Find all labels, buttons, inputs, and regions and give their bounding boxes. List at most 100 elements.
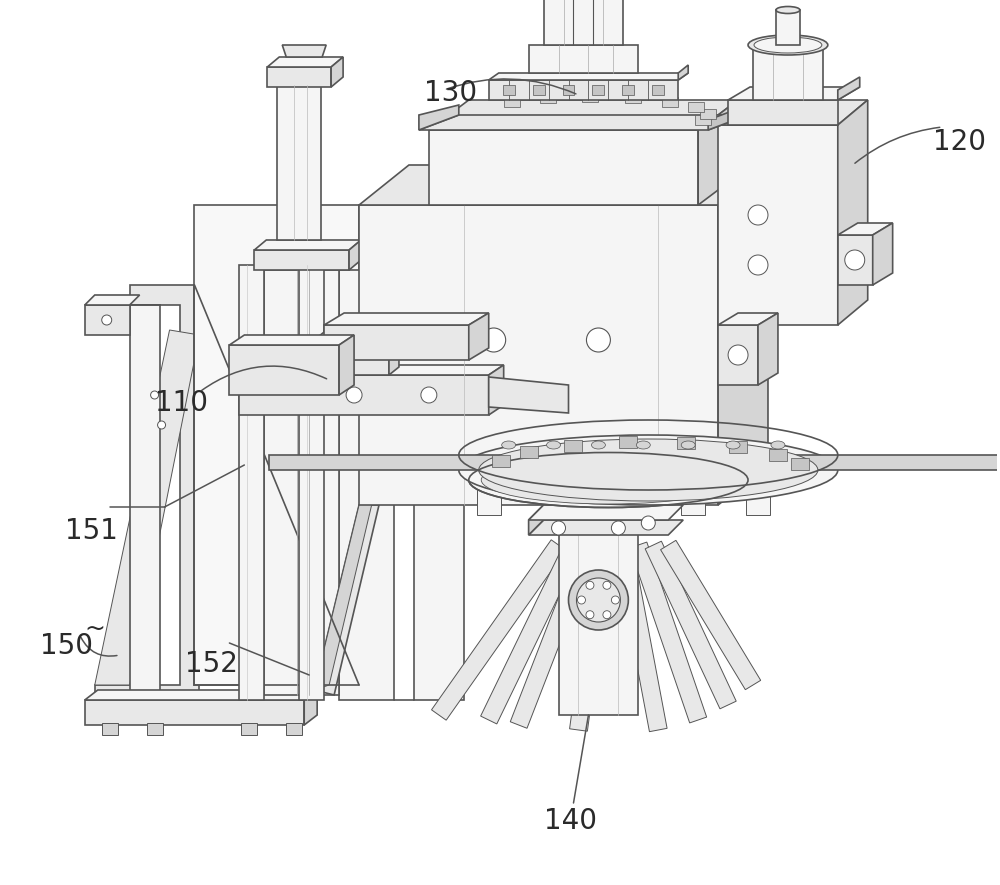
Polygon shape xyxy=(331,57,343,87)
Polygon shape xyxy=(529,505,683,520)
Circle shape xyxy=(569,570,628,630)
Polygon shape xyxy=(267,57,343,67)
Ellipse shape xyxy=(776,6,800,13)
Polygon shape xyxy=(873,223,893,285)
Polygon shape xyxy=(520,446,538,458)
Text: 150: 150 xyxy=(40,632,93,660)
Polygon shape xyxy=(592,85,604,95)
Circle shape xyxy=(586,581,594,589)
Polygon shape xyxy=(324,313,489,325)
Polygon shape xyxy=(314,332,399,340)
Polygon shape xyxy=(277,85,321,240)
Polygon shape xyxy=(254,250,349,270)
Polygon shape xyxy=(239,375,489,415)
Text: 110: 110 xyxy=(155,389,208,417)
Polygon shape xyxy=(729,442,747,453)
Polygon shape xyxy=(194,205,359,685)
Polygon shape xyxy=(718,100,868,125)
Polygon shape xyxy=(838,77,860,100)
Text: ~: ~ xyxy=(85,617,106,641)
Text: 120: 120 xyxy=(933,127,986,156)
Polygon shape xyxy=(615,543,667,732)
Polygon shape xyxy=(267,67,331,87)
Polygon shape xyxy=(791,458,809,471)
Polygon shape xyxy=(769,449,787,461)
Polygon shape xyxy=(728,87,860,100)
Circle shape xyxy=(482,328,506,352)
Polygon shape xyxy=(718,165,768,505)
Circle shape xyxy=(151,391,159,399)
Polygon shape xyxy=(85,295,140,305)
Polygon shape xyxy=(359,205,718,505)
Polygon shape xyxy=(349,240,361,270)
Polygon shape xyxy=(753,45,823,100)
Polygon shape xyxy=(85,700,304,725)
Circle shape xyxy=(603,581,611,589)
Polygon shape xyxy=(95,330,199,685)
Circle shape xyxy=(728,345,748,365)
Polygon shape xyxy=(469,313,489,360)
Polygon shape xyxy=(838,100,868,325)
Polygon shape xyxy=(504,97,520,107)
Circle shape xyxy=(748,255,768,275)
Ellipse shape xyxy=(636,441,650,449)
Polygon shape xyxy=(489,377,569,413)
Polygon shape xyxy=(489,365,504,415)
Polygon shape xyxy=(339,335,354,395)
Ellipse shape xyxy=(469,452,748,507)
Polygon shape xyxy=(359,165,768,205)
Polygon shape xyxy=(678,65,688,80)
Circle shape xyxy=(346,387,362,403)
Polygon shape xyxy=(838,223,893,235)
Ellipse shape xyxy=(479,439,818,501)
Polygon shape xyxy=(718,325,758,385)
Polygon shape xyxy=(489,80,678,100)
Ellipse shape xyxy=(591,441,605,449)
Polygon shape xyxy=(254,240,361,250)
Polygon shape xyxy=(147,723,163,735)
Polygon shape xyxy=(652,85,664,95)
Polygon shape xyxy=(304,690,317,725)
Polygon shape xyxy=(698,100,738,205)
Polygon shape xyxy=(314,495,374,690)
Polygon shape xyxy=(529,520,683,535)
Circle shape xyxy=(603,611,611,619)
Polygon shape xyxy=(314,505,379,695)
Polygon shape xyxy=(492,456,510,467)
Polygon shape xyxy=(130,305,160,705)
Polygon shape xyxy=(429,130,698,205)
Polygon shape xyxy=(559,505,638,715)
Polygon shape xyxy=(282,45,326,57)
Polygon shape xyxy=(758,313,778,385)
Text: 151: 151 xyxy=(65,517,118,545)
Polygon shape xyxy=(269,455,1000,470)
Polygon shape xyxy=(611,470,635,515)
Polygon shape xyxy=(630,543,707,723)
Polygon shape xyxy=(314,340,389,375)
Polygon shape xyxy=(542,470,566,515)
Polygon shape xyxy=(286,723,302,735)
Circle shape xyxy=(641,516,655,530)
Polygon shape xyxy=(688,102,704,112)
Circle shape xyxy=(586,611,594,619)
Ellipse shape xyxy=(748,35,828,55)
Polygon shape xyxy=(622,85,634,95)
Polygon shape xyxy=(299,265,324,700)
Polygon shape xyxy=(419,115,748,130)
Polygon shape xyxy=(241,723,257,735)
Ellipse shape xyxy=(681,441,695,449)
Polygon shape xyxy=(414,270,464,700)
Polygon shape xyxy=(681,470,705,515)
Circle shape xyxy=(611,521,625,535)
Polygon shape xyxy=(432,540,566,720)
Polygon shape xyxy=(389,332,399,375)
Polygon shape xyxy=(645,542,736,709)
Ellipse shape xyxy=(754,37,822,53)
Circle shape xyxy=(102,315,112,325)
Text: 152: 152 xyxy=(185,650,237,678)
Circle shape xyxy=(748,205,768,225)
Polygon shape xyxy=(619,436,637,448)
Circle shape xyxy=(845,250,865,270)
Ellipse shape xyxy=(547,441,561,449)
Polygon shape xyxy=(563,85,574,95)
